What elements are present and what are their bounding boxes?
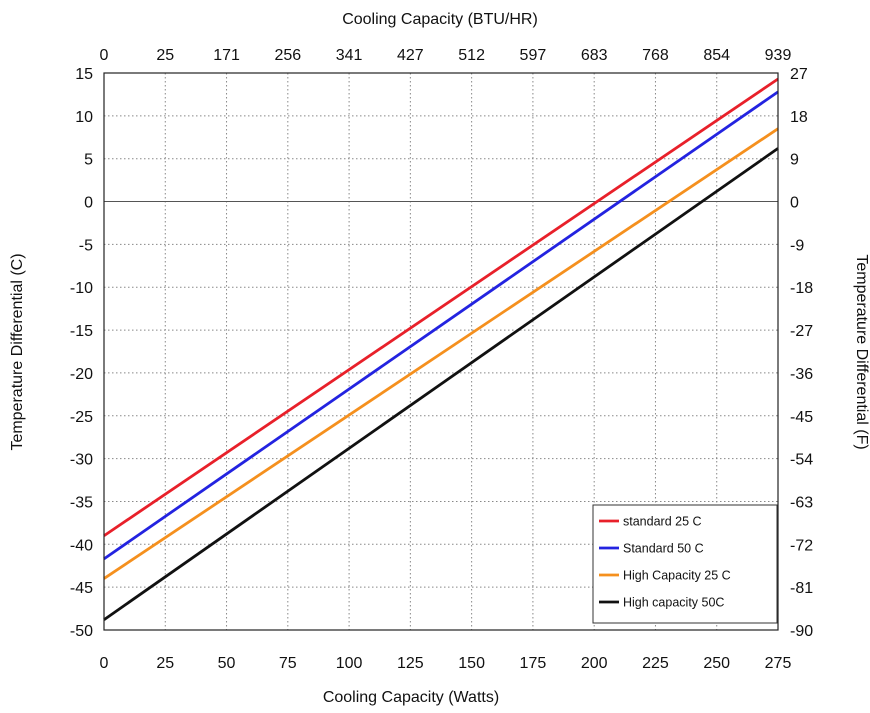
y-tick-label: -20 [70,366,93,383]
x-tick-label: 75 [279,655,297,672]
legend-label: High Capacity 25 C [623,569,731,583]
y-tick-label: 10 [75,109,93,126]
x2-axis-title: Cooling Capacity (BTU/HR) [342,11,538,28]
legend-label: High capacity 50C [623,596,724,610]
y-tick-label: -45 [70,580,93,597]
legend-box [592,504,778,624]
x2-tick-label: 597 [520,47,547,64]
y2-tick-label: -54 [790,452,813,469]
y-axis-title: Temperature Differential (C) [9,253,26,450]
x2-tick-label: 256 [274,47,301,64]
y-ticks-right: 27 18 9 0 -9 -18 -27 -36 -45 -54 -63 -72 -81 -90 [790,66,813,640]
y-tick-label: 5 [84,152,93,169]
y2-tick-label: 0 [790,195,799,212]
x-tick-label: 0 [100,655,109,672]
x-tick-label: 275 [765,655,792,672]
y2-tick-label: 18 [790,109,808,126]
y2-tick-label: -18 [790,280,813,297]
x2-tick-label: 25 [156,47,174,64]
x-tick-label: 125 [397,655,424,672]
x-tick-label: 25 [156,655,174,672]
legend: standard 25 C Standard 50 C High Capacity … [592,504,778,624]
y-tick-label: -25 [70,409,93,426]
y-tick-label: -30 [70,452,93,469]
legend-label: Standard 50 C [623,542,704,556]
x2-tick-label: 768 [642,47,669,64]
y2-axis-title: Temperature Differential (F) [853,254,870,449]
y-tick-label: 15 [75,66,93,83]
y-ticks-left: 15 10 5 0 -5 -10 -15 -20 -25 -30 -35 -40 -45 -50 [70,66,93,640]
y2-tick-label: -90 [790,623,813,640]
x2-tick-label: 939 [765,47,792,64]
y-tick-label: -35 [70,494,93,511]
x-tick-label: 150 [458,655,485,672]
x-tick-label: 200 [581,655,608,672]
series-line-4 [103,147,779,621]
y2-tick-label: 9 [790,152,799,169]
x-ticks-bottom: 0 25 50 75 100 125 150 175 200 225 250 275 [100,655,792,672]
y-tick-label: -10 [70,280,93,297]
x-tick-label: 175 [520,655,547,672]
x2-tick-label: 171 [213,47,240,64]
y2-tick-label: -72 [790,537,813,554]
x2-tick-label: 683 [581,47,608,64]
y2-tick-label: 27 [790,66,808,83]
x2-tick-label: 512 [458,47,485,64]
x2-tick-label: 0 [100,47,109,64]
x2-tick-label: 341 [336,47,363,64]
series-layer [103,77,779,621]
y-tick-label: 0 [84,195,93,212]
x2-tick-label: 854 [703,47,730,64]
plot-frame [103,72,779,631]
y2-tick-label: -81 [790,580,813,597]
x-tick-label: 100 [336,655,363,672]
x2-tick-label: 427 [397,47,424,64]
x-tick-label: 225 [642,655,669,672]
y-tick-label: -15 [70,323,93,340]
y-tick-label: -5 [79,237,93,254]
y2-tick-label: -27 [790,323,813,340]
y2-tick-label: -63 [790,494,813,511]
x-tick-label: 250 [703,655,730,672]
x-tick-label: 50 [218,655,236,672]
y-tick-label: -50 [70,623,93,640]
x-axis-title: Cooling Capacity (Watts) [323,689,499,706]
y2-tick-label: -45 [790,409,813,426]
y-tick-label: -40 [70,537,93,554]
y2-tick-label: -9 [790,237,804,254]
series-line-2 [103,90,779,561]
legend-label: standard 25 C [623,515,702,529]
series-line-1 [103,77,779,537]
x-ticks-top: 0 25 171 256 341 427 512 597 683 768 854 939 [100,47,792,64]
y2-tick-label: -36 [790,366,813,383]
series-line-3 [103,127,779,580]
